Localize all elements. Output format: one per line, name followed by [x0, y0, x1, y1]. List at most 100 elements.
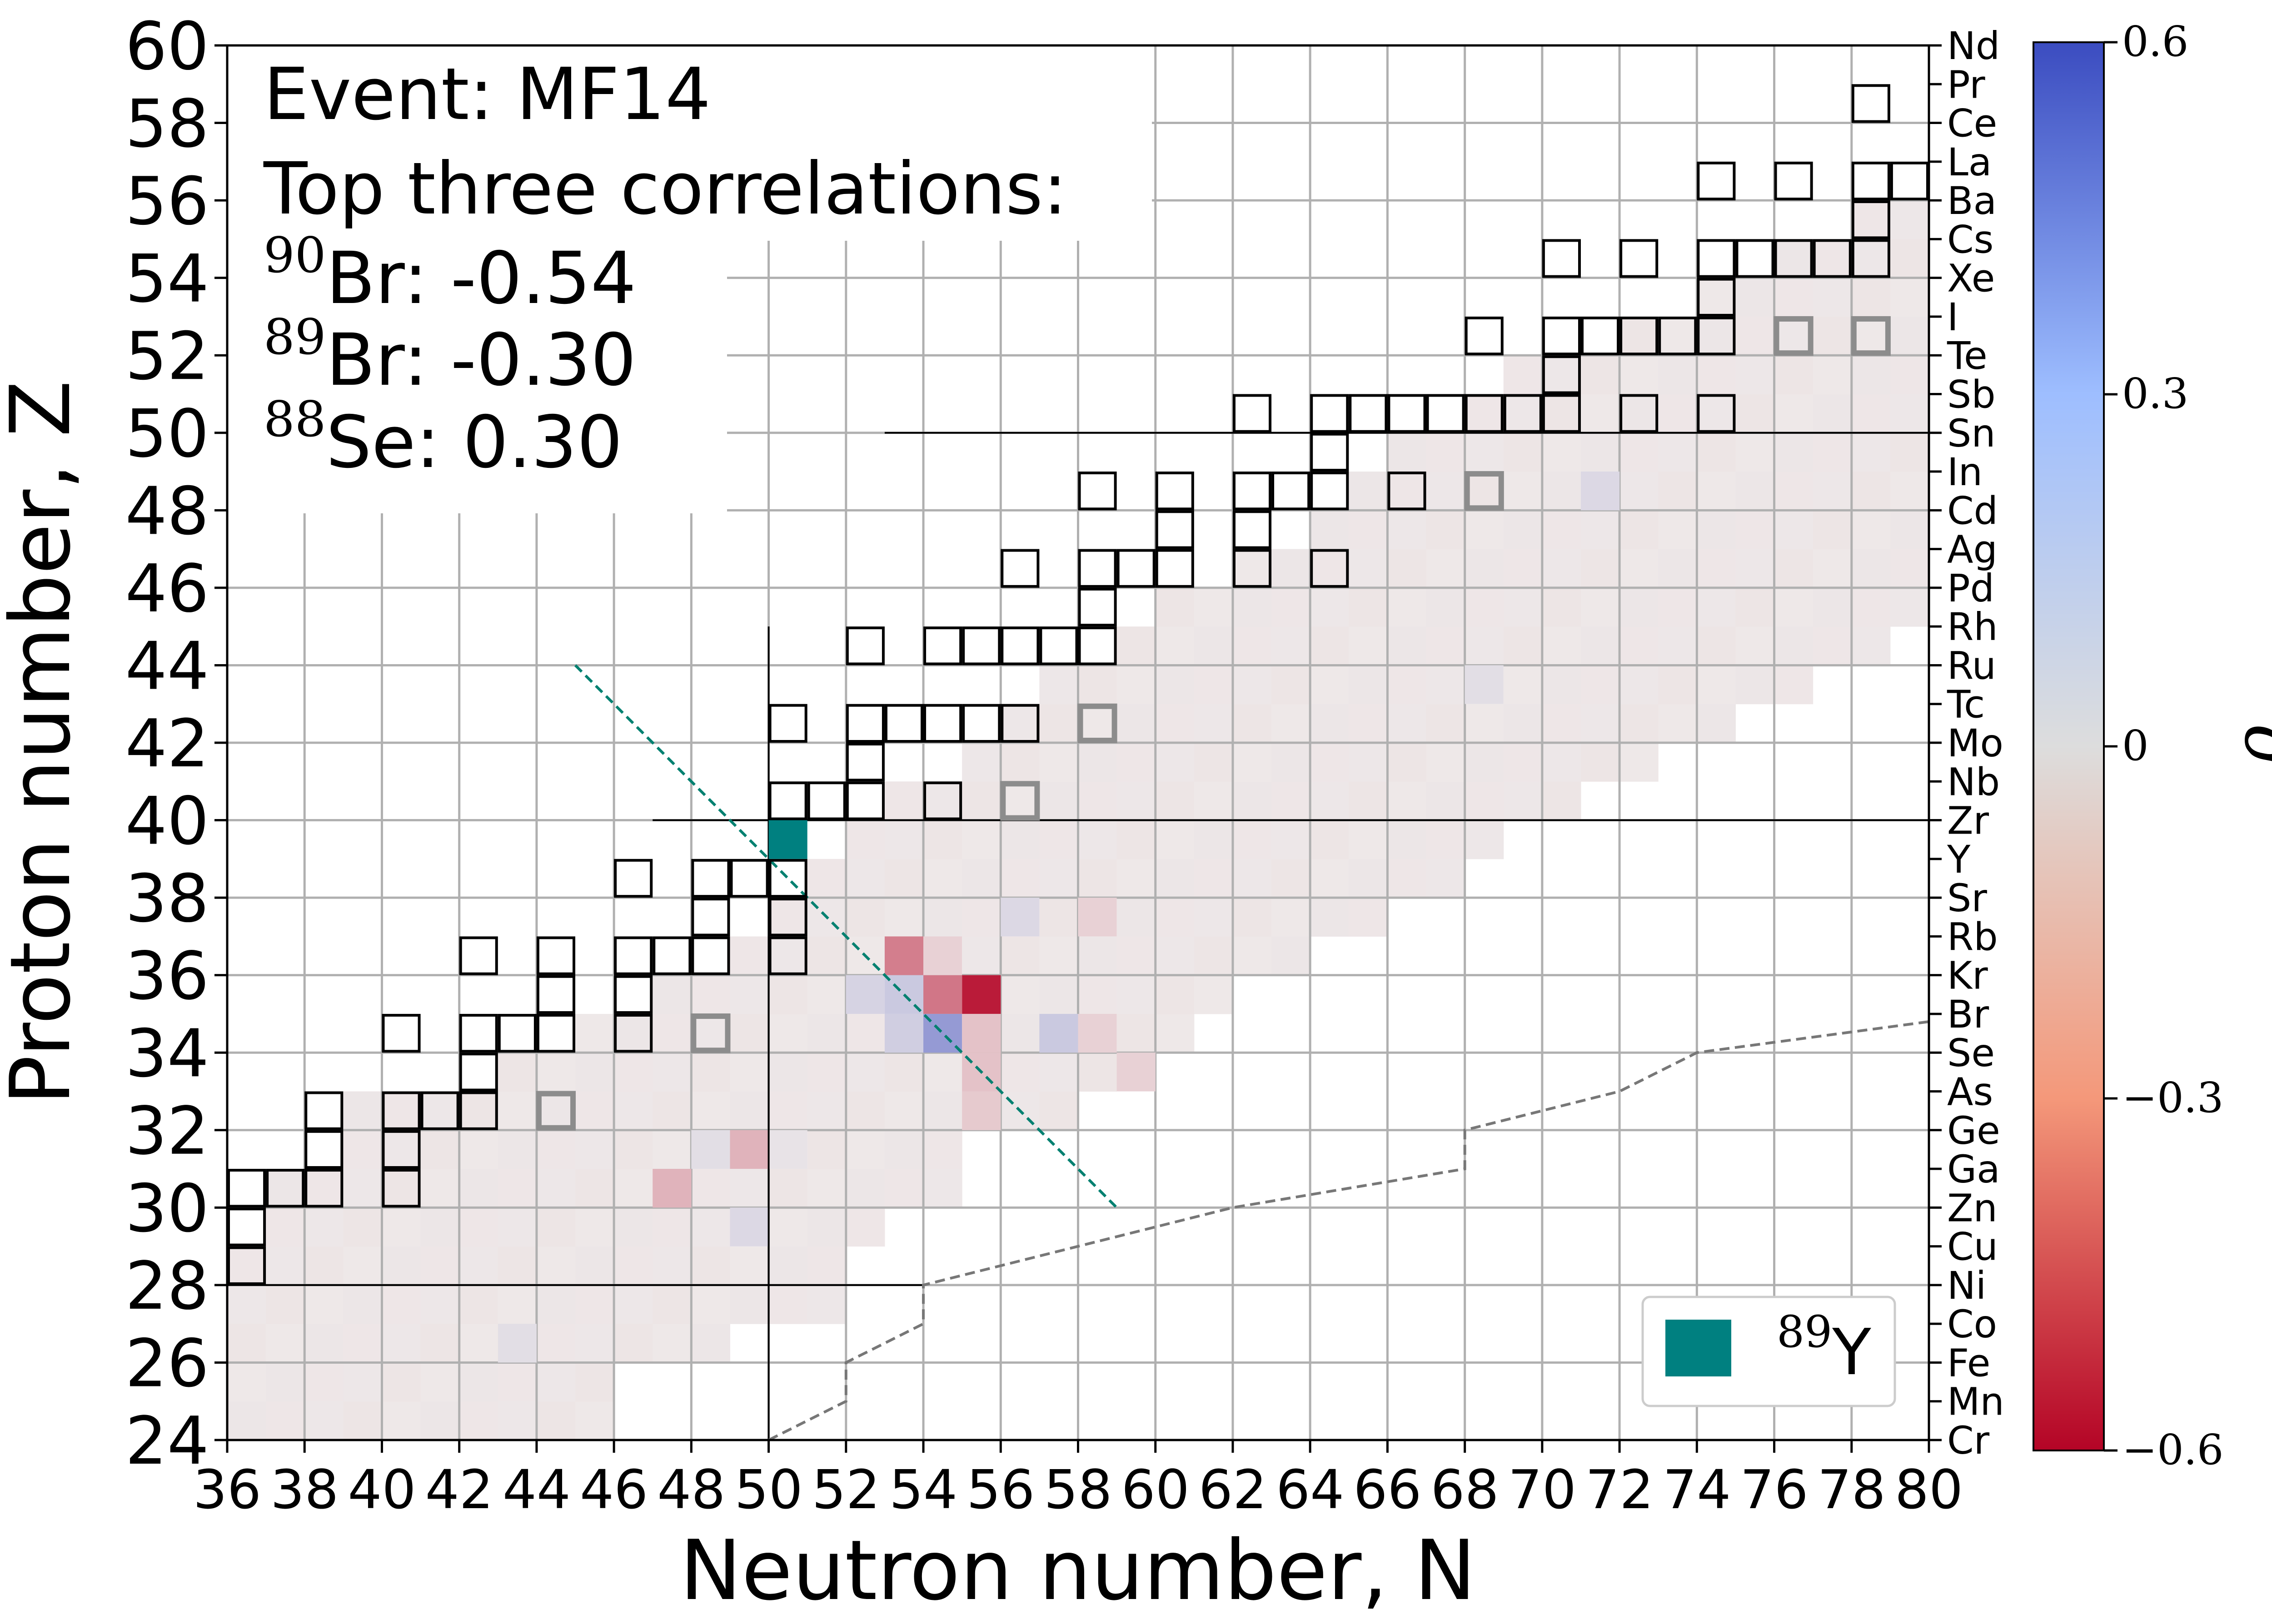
legend: 89Y	[1641, 1296, 1896, 1407]
correlation-cell	[459, 1401, 498, 1440]
x-tick-label: 54	[889, 1458, 957, 1521]
correlation-cell	[1465, 781, 1504, 821]
correlation-cell	[1465, 587, 1504, 627]
correlation-cell	[1697, 510, 1736, 550]
correlation-cell	[1271, 898, 1310, 937]
stable-isotope-box	[1232, 549, 1272, 588]
correlation-cell	[807, 859, 847, 898]
x-tick-label: 70	[1508, 1458, 1576, 1521]
correlation-cell	[1155, 1013, 1195, 1053]
correlation-cell	[691, 1053, 730, 1092]
stable-isotope-box	[304, 1130, 344, 1169]
correlation-cell	[1310, 859, 1349, 898]
correlation-cell	[420, 1246, 460, 1286]
correlation-cell	[1580, 743, 1620, 782]
long-lived-isotope-box	[536, 1091, 576, 1131]
correlation-cell	[1426, 432, 1465, 472]
correlation-cell	[1658, 626, 1697, 665]
correlation-cell	[1619, 472, 1659, 511]
correlation-cell	[304, 1362, 344, 1402]
correlation-cell	[1194, 781, 1233, 821]
correlation-cell	[1232, 665, 1272, 705]
correlation-cell	[614, 1285, 653, 1324]
stable-isotope-box	[1851, 84, 1890, 123]
correlation-cell	[1851, 200, 1891, 239]
correlation-cell	[768, 1013, 808, 1053]
correlation-cell	[1232, 859, 1272, 898]
correlation-cell	[1503, 781, 1543, 821]
correlation-cell	[1580, 587, 1620, 627]
stable-isotope-box	[1890, 161, 1929, 201]
correlation-cell	[1465, 432, 1504, 472]
correlation-cell	[807, 1246, 847, 1286]
correlation-cell	[1890, 355, 1929, 394]
correlation-cell	[498, 1285, 537, 1324]
correlation-cell	[962, 859, 1001, 898]
correlation-cell	[923, 898, 962, 937]
long-lived-isotope-box	[1774, 316, 1814, 356]
stable-isotope-box	[1774, 239, 1813, 278]
correlation-cell	[923, 1053, 962, 1092]
correlation-cell	[1310, 820, 1349, 859]
dripline	[768, 1020, 1929, 1441]
annotation-box: Event: MF14 Top three correlations: 90Br…	[227, 45, 1152, 513]
y-tick-label: 56	[125, 163, 209, 240]
correlation-cell	[1116, 626, 1156, 665]
stable-isotope-box	[382, 1130, 421, 1169]
stable-isotope-box	[846, 743, 885, 782]
correlation-cell	[1542, 355, 1581, 394]
x-tick-label: 60	[1121, 1458, 1190, 1521]
element-symbol-label: Rh	[1947, 605, 1998, 649]
stable-isotope-box	[691, 898, 730, 937]
correlation-cell	[575, 1053, 614, 1092]
correlation-cell	[536, 1285, 576, 1324]
correlation-cell	[1387, 781, 1427, 821]
correlation-cell	[1155, 975, 1195, 1014]
stable-isotope-box	[962, 704, 1001, 743]
correlation-cell	[1503, 704, 1543, 743]
correlation-cell	[1271, 626, 1310, 665]
correlation-cell	[923, 859, 962, 898]
correlation-cell	[1349, 549, 1388, 588]
correlation-cell	[1271, 820, 1310, 859]
annotation-item-1-value: : -0.54	[404, 237, 636, 320]
correlation-cell	[1194, 898, 1233, 937]
y-tick-label: 26	[125, 1325, 209, 1402]
stable-isotope-box	[1039, 626, 1078, 665]
stable-isotope-box	[1697, 394, 1736, 433]
stable-isotope-box	[962, 626, 1001, 665]
correlation-cell	[1039, 1053, 1078, 1092]
stable-isotope-box	[459, 1091, 498, 1130]
correlation-cell	[1542, 472, 1581, 511]
stable-isotope-box	[691, 859, 730, 898]
correlation-cell	[923, 1130, 962, 1169]
correlation-cell	[343, 1246, 382, 1286]
correlation-cell	[1232, 549, 1272, 588]
correlation-cell	[1542, 432, 1581, 472]
element-symbol-label: Pd	[1947, 566, 1994, 611]
correlation-cell	[1542, 704, 1581, 743]
correlation-cell	[768, 1246, 808, 1286]
correlation-cell	[1387, 626, 1427, 665]
correlation-cell	[1039, 898, 1078, 937]
correlation-cell	[420, 1169, 460, 1208]
correlation-cell	[1735, 278, 1775, 317]
y-tick-label: 44	[125, 628, 209, 705]
correlation-cell	[768, 1207, 808, 1247]
correlation-cell	[807, 1013, 847, 1053]
correlation-cell-highlight	[730, 1207, 769, 1247]
correlation-cell	[1890, 587, 1929, 627]
correlation-cell	[1465, 743, 1504, 782]
correlation-cell	[768, 1285, 808, 1324]
element-symbol-label: Kr	[1947, 954, 1988, 998]
correlation-cell	[1503, 549, 1543, 588]
correlation-cell	[1194, 820, 1233, 859]
x-tick-label: 48	[657, 1458, 725, 1521]
x-tick-label: 64	[1276, 1458, 1344, 1521]
correlation-cell	[1619, 510, 1659, 550]
correlation-cell	[1387, 587, 1427, 627]
stable-isotope-box	[304, 1169, 344, 1208]
correlation-cell	[691, 1091, 730, 1131]
correlation-cell	[1735, 355, 1775, 394]
annotation-heading: Top three correlations:	[263, 147, 1067, 231]
